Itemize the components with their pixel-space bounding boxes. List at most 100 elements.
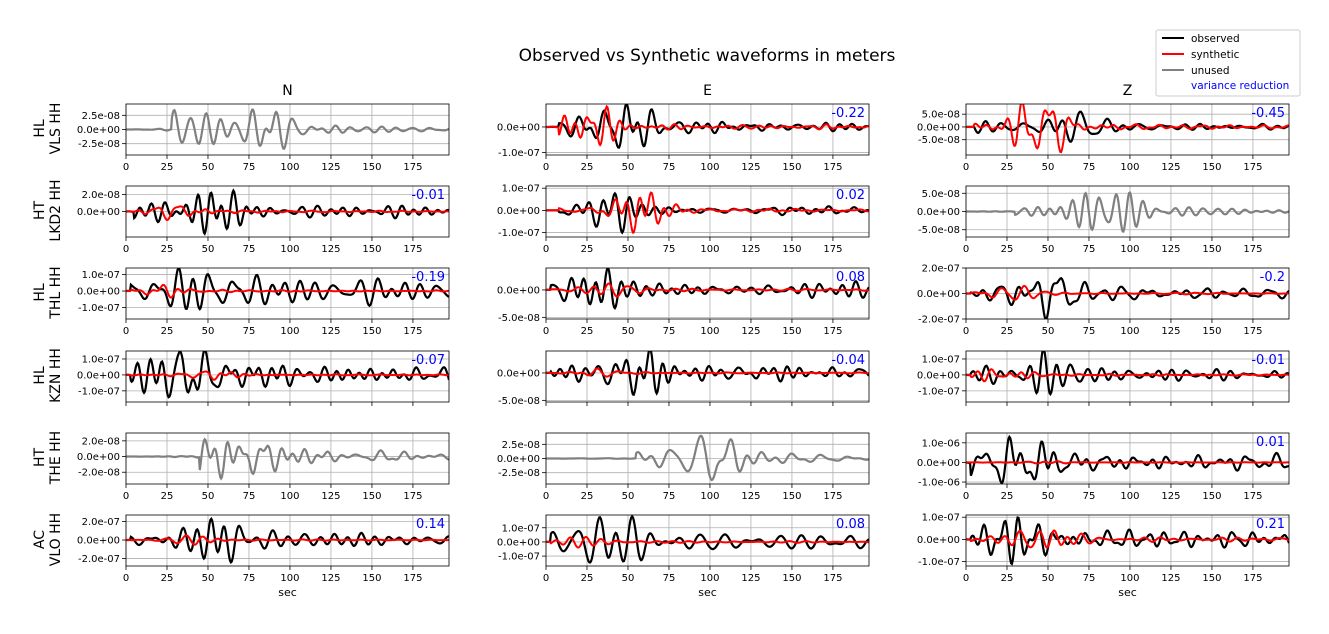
network-code: HL [32, 283, 48, 302]
legend-variance-reduction-label: variance reduction [1191, 80, 1289, 92]
y-tick-label: -2.0e-07 [78, 554, 120, 565]
x-tick-label: 75 [1083, 162, 1096, 173]
y-tick-label: -5.0e-08 [498, 313, 540, 324]
panel-HL-THL-Z: 2.0e-07 0.0e+00 -2.0e-070 25 50 75 100 125 150 17… [917, 264, 1290, 337]
y-tick-label: -1.0e-07 [78, 386, 120, 397]
y-tick-label: -1.0e-06 [918, 478, 960, 489]
x-tick-label: 50 [202, 244, 215, 255]
panel-HL-KZN-E: 0.0e+00 -5.0e-08 -0.04 [497, 350, 870, 407]
legend-observed-label: observed [1191, 33, 1240, 45]
unused-trace [126, 437, 449, 481]
station-label: HL KZN HH [32, 348, 64, 403]
y-tick-label: 2.0e-08 [82, 190, 120, 201]
y-tick-label: 0.0e+00 [497, 206, 540, 217]
x-tick-label: 0 [963, 573, 969, 584]
synthetic-trace [126, 370, 449, 381]
synthetic-trace [966, 529, 1289, 549]
y-tick-label: 0.0e+00 [77, 287, 120, 298]
axes-frame [965, 432, 1290, 485]
synthetic-trace [546, 367, 869, 378]
synthetic-trace [126, 534, 449, 546]
axes-frame [545, 514, 870, 567]
y-tick-label: 0.0e+00 [497, 537, 540, 548]
y-tick-label: -2.5e-08 [498, 468, 540, 479]
axes-frame [125, 432, 450, 485]
x-tick-label: 125 [321, 573, 340, 584]
synthetic-trace [546, 282, 869, 298]
x-tick-label: 25 [161, 244, 174, 255]
x-tick-label: 125 [1161, 491, 1180, 502]
x-tick-label: 175 [823, 244, 842, 255]
station-name: LKD2 HH [48, 179, 64, 241]
x-tick-label: 125 [321, 491, 340, 502]
y-tick-label: 2.0e-07 [82, 517, 120, 528]
y-tick-label: 0.0e+00 [917, 289, 960, 300]
x-tick-label: 150 [782, 162, 801, 173]
variance-reduction-value: -0.22 [831, 106, 865, 121]
axes-frame [965, 103, 1290, 156]
x-tick-label: 25 [581, 326, 594, 337]
panel-HL-VLS-Z: 5.0e-080.0e+00 -5.0e-08 0 25 50 75 100 125 150 17… [917, 83, 1290, 173]
y-tick-label: 1.0e-06 [922, 438, 960, 449]
legend-synthetic-label: synthetic [1191, 49, 1240, 61]
y-tick-label: 0.0e+00 [497, 454, 540, 465]
x-tick-label: 0 [123, 326, 129, 337]
x-tick-label: 75 [243, 244, 256, 255]
x-tick-label: 150 [362, 573, 381, 584]
x-tick-label: 25 [1001, 162, 1014, 173]
station-label: HT LKD2 HH [32, 179, 64, 241]
unused-trace [126, 108, 449, 150]
x-tick-label: 125 [741, 491, 760, 502]
x-axis-label: sec [1118, 586, 1137, 599]
y-tick-label: -1.0e-07 [918, 386, 960, 397]
x-tick-label: 0 [123, 573, 129, 584]
x-tick-label: 175 [403, 573, 422, 584]
x-tick-label: 175 [1243, 162, 1262, 173]
x-tick-label: 25 [1001, 573, 1014, 584]
station-name: KZN HH [48, 348, 64, 403]
y-tick-label: -1.0e-07 [498, 148, 540, 159]
x-tick-label: 25 [161, 491, 174, 502]
panel-HL-VLS-N: 2.5e-08 0.0e+00 -2.5e-08 0 25 50 75 100 125 150 17… [77, 83, 450, 173]
y-tick-label: 1.0e-07 [922, 513, 960, 524]
y-tick-label: -1.0e-07 [918, 557, 960, 568]
x-tick-label: 50 [202, 491, 215, 502]
x-tick-label: 125 [741, 162, 760, 173]
synthetic-trace [966, 460, 1289, 465]
x-tick-label: 0 [963, 244, 969, 255]
x-tick-label: 175 [403, 326, 422, 337]
x-tick-label: 50 [622, 162, 635, 173]
x-axis-label: sec [698, 586, 717, 599]
station-label: HL VLS HH [32, 103, 64, 155]
y-tick-label: 1.0e-07 [502, 523, 540, 534]
y-tick-label: 5.0e-08 [922, 110, 960, 121]
panel-HT-THE-Z: 1.0e-06 0.0e+00 -1.0e-060 25 50 75 100 125 150 17… [917, 432, 1290, 502]
y-tick-label: 2.0e-08 [82, 436, 120, 447]
x-tick-label: 125 [741, 573, 760, 584]
panel-HL-VLS-E: 0.0e+00 -1.0e-070 25 50 75 100 125 150 175 -0.22 E [497, 83, 870, 173]
x-tick-label: 150 [782, 244, 801, 255]
x-tick-label: 0 [543, 491, 549, 502]
synthetic-trace [126, 205, 449, 222]
variance-reduction-value: -0.01 [411, 188, 445, 203]
x-tick-label: 125 [321, 326, 340, 337]
x-tick-label: 175 [1243, 244, 1262, 255]
synthetic-trace [126, 283, 449, 299]
x-tick-label: 100 [1120, 162, 1139, 173]
x-tick-label: 25 [581, 162, 594, 173]
variance-reduction-value: 0.08 [836, 270, 865, 285]
y-tick-label: 1.0e-07 [502, 184, 540, 195]
x-axis-label: sec [278, 586, 297, 599]
x-tick-label: 150 [362, 491, 381, 502]
x-tick-label: 175 [1243, 573, 1262, 584]
x-tick-label: 150 [362, 326, 381, 337]
y-tick-label: 1.0e-07 [922, 354, 960, 365]
x-tick-label: 25 [1001, 244, 1014, 255]
x-tick-label: 50 [1042, 573, 1055, 584]
panel-HL-KZN-Z: 1.0e-07 0.0e+00 -1.0e-07 -0.01 [917, 350, 1290, 406]
x-tick-label: 50 [1042, 491, 1055, 502]
x-tick-label: 125 [1161, 244, 1180, 255]
x-tick-label: 25 [161, 326, 174, 337]
x-tick-label: 0 [543, 162, 549, 173]
column-header: Z [1123, 83, 1133, 99]
